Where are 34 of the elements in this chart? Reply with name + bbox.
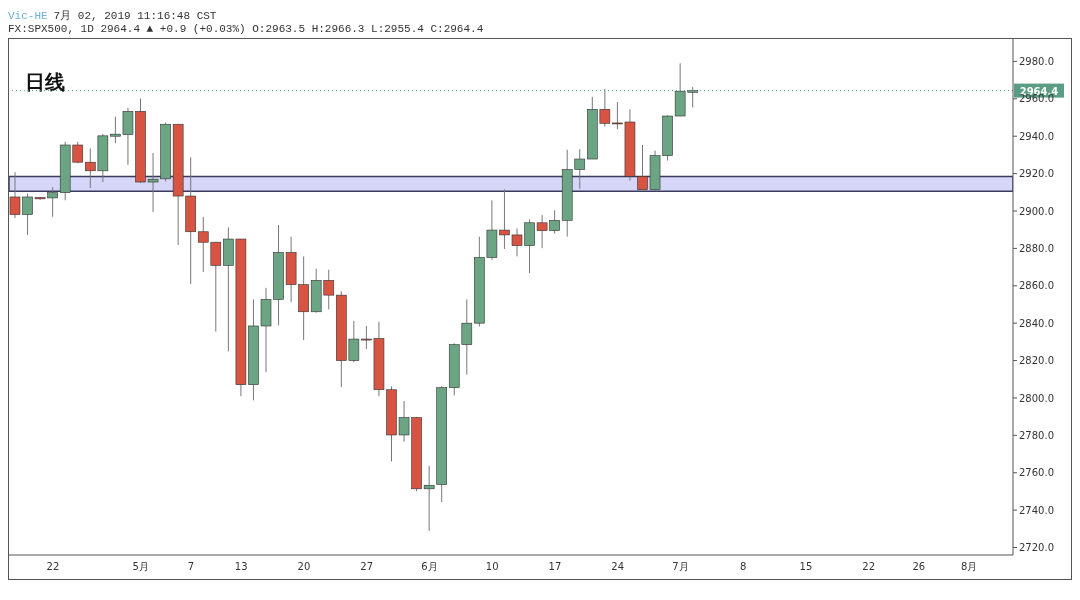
x-tick-label: 7月 [672,561,689,573]
x-tick-label: 22 [862,561,876,573]
y-tick-label: 2940.0 [1019,130,1054,142]
y-tick-label: 2740.0 [1019,504,1054,516]
x-tick-label: 26 [912,561,926,573]
chart-subtitle: FX:SPX500, 1D 2964.4 ▲ +0.9 (+0.03%) O:2963.5 H:2966.3 L:2955.4 C:2964.4 [8,23,485,37]
y-tick-label: 2920.0 [1019,168,1054,180]
x-tick-label: 20 [297,561,311,573]
x-tick-label: 27 [360,561,374,573]
x-tick-label: 8月 [960,561,978,573]
x-tick-label: 10 [485,561,499,573]
x-tick-label: 13 [234,561,248,573]
candlestick [423,465,435,532]
y-tick-label: 2980.0 [1019,55,1054,67]
y-tick-label: 2900.0 [1019,205,1054,217]
x-tick-label: 7 [187,561,195,573]
text: 日线 [25,69,65,96]
y-tick-label: 2820.0 [1019,355,1054,367]
y-tick-label: 2720.0 [1019,542,1054,554]
text: 7月 02, 2019 11:16:48 CST [53,10,217,22]
y-tick-label: 2800.0 [1019,392,1054,404]
y-tick-label: 2860.0 [1019,280,1054,292]
x-tick-label: 5月 [132,561,149,573]
x-tick-label: 22 [46,561,60,573]
x-tick-label: 15 [799,561,813,573]
text: Vic-HE [8,10,48,22]
x-tick-label: 17 [548,561,562,573]
x-tick-label: 24 [611,561,625,573]
y-tick-label: 2880.0 [1019,242,1054,254]
x-tick-label: 8 [739,561,747,573]
y-tick-label: 2840.0 [1019,317,1054,329]
y-tick-label: 2780.0 [1019,429,1054,441]
y-tick-label: 2760.0 [1019,467,1054,479]
x-tick-label: 6月 [421,561,438,573]
